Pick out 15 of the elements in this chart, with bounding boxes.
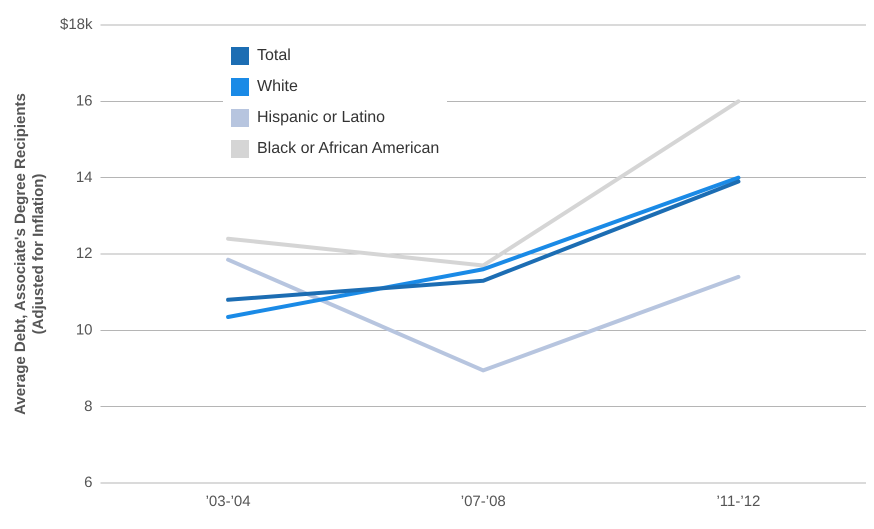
y-tick-label: 14 xyxy=(76,168,93,186)
x-tick-label: ’11-’12 xyxy=(716,493,760,510)
y-tick-label: 8 xyxy=(84,398,93,415)
y-tick-label: $18k xyxy=(60,16,94,34)
x-tick-label: ’03-’04 xyxy=(206,493,251,510)
y-tick-label: 10 xyxy=(76,321,93,338)
y-tick-label: 12 xyxy=(76,245,93,262)
legend-label: Hispanic or Latino xyxy=(257,108,386,126)
y-axis-title: Average Debt, Associate's Degree Recipients (Adjusted for Inflation) xyxy=(12,93,48,415)
legend-label: Black or African American xyxy=(257,140,440,158)
x-tick-label: ’07-’08 xyxy=(460,493,506,510)
y-tick-label: 16 xyxy=(76,92,93,110)
y-tick-label: 6 xyxy=(84,474,93,492)
legend-label: Total xyxy=(257,46,291,64)
legend-label: White xyxy=(257,78,298,96)
